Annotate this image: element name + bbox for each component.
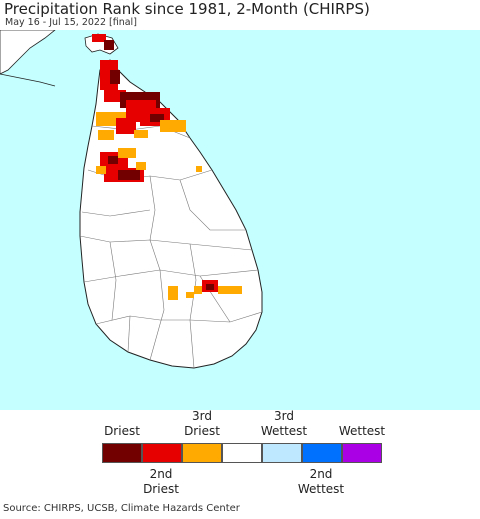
legend: Driest 3rd Driest 3rd Wettest Wettest 2n…	[0, 409, 480, 502]
legend-swatch	[302, 443, 342, 463]
legend-label-3rd-wettest: 3rd Wettest	[260, 409, 308, 438]
legend-label-3rd-driest: 3rd Driest	[184, 409, 220, 438]
legend-label-2nd-wettest: 2nd Wettest	[297, 467, 345, 496]
legend-swatch	[142, 443, 182, 463]
map-title: Precipitation Rank since 1981, 2-Month (…	[4, 0, 370, 18]
legend-label-2nd-driest: 2nd Driest	[143, 467, 179, 496]
adams-bridge-shoal	[0, 73, 56, 87]
source-credit: Source: CHIRPS, UCSB, Climate Hazards Ce…	[3, 503, 240, 514]
legend-swatch	[102, 443, 142, 463]
legend-swatch	[222, 443, 262, 463]
legend-swatch	[182, 443, 222, 463]
map-subtitle: May 16 - Jul 15, 2022 [final]	[5, 17, 137, 28]
legend-swatch	[262, 443, 302, 463]
legend-label-wettest: Wettest	[338, 424, 386, 438]
sri-lanka-map	[0, 30, 480, 410]
rank-pixels	[92, 34, 242, 300]
india-coast	[0, 30, 56, 75]
legend-swatch	[342, 443, 382, 463]
legend-label-driest: Driest	[104, 424, 140, 438]
